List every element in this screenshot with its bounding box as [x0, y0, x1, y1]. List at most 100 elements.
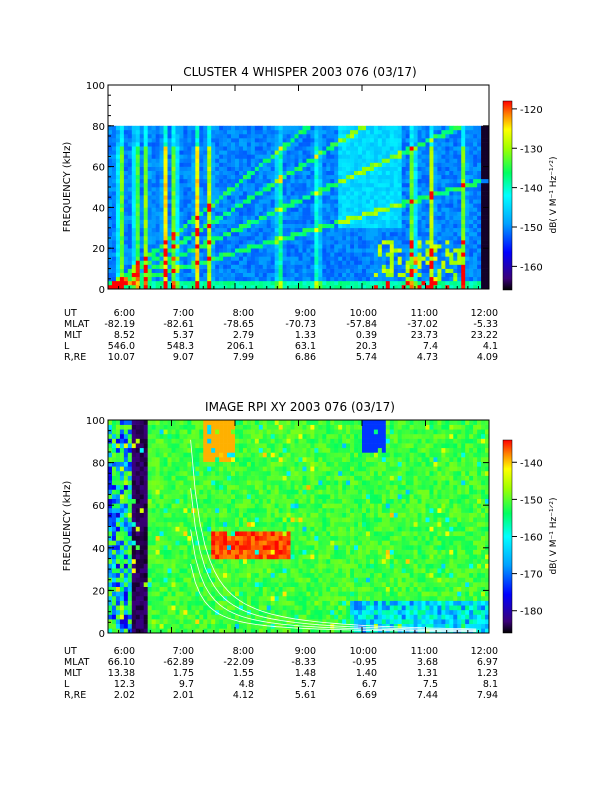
spectrogram-cell — [183, 252, 188, 257]
spectrogram-cell — [108, 162, 113, 167]
spectrogram-cell — [409, 207, 414, 212]
spectrogram-cell — [354, 235, 359, 241]
spectrogram-cell — [227, 235, 232, 241]
spectrogram-cell — [163, 158, 168, 163]
spectrogram-cell — [135, 211, 141, 216]
spectrogram-cell — [215, 219, 220, 225]
spectrogram-cell — [286, 211, 291, 216]
spectrogram-cell — [246, 207, 252, 212]
spectrogram-cell — [211, 260, 216, 265]
spectrogram-cell — [163, 264, 168, 269]
spectrogram-cell — [350, 264, 355, 269]
spectrogram-cell — [187, 512, 192, 518]
spectrogram-cell — [354, 272, 359, 278]
spectrogram-cell — [179, 591, 184, 597]
spectrogram-cell — [171, 227, 176, 233]
spectrogram-cell — [326, 174, 331, 180]
spectrogram-cell — [266, 256, 272, 261]
spectrogram-cell — [235, 158, 240, 163]
spectrogram-cell — [362, 260, 367, 265]
spectrogram-cell — [318, 264, 323, 269]
spectrogram-cell — [477, 170, 482, 176]
spectrogram-cell — [322, 178, 327, 184]
spectrogram-cell — [167, 540, 172, 546]
spectrogram-cell — [469, 203, 474, 208]
spectrogram-cell — [127, 503, 133, 509]
spectrogram-cell — [227, 125, 232, 131]
spectrogram-cell — [381, 166, 387, 171]
spectrogram-cell — [203, 223, 208, 229]
spectrogram-cell — [425, 162, 430, 167]
spectrogram-cell — [469, 211, 474, 216]
spectrogram-cell — [358, 244, 363, 249]
spectrogram-cell — [397, 133, 402, 139]
spectrogram-cell — [135, 572, 141, 578]
spectrogram-cell — [258, 129, 264, 135]
spectrogram-cell — [179, 609, 184, 615]
spectrogram-cell — [151, 174, 156, 180]
spectrogram-cell — [191, 549, 196, 555]
spectrogram-cell — [373, 215, 379, 220]
spectrogram-cell — [330, 231, 335, 237]
spectrogram-cell — [147, 609, 152, 615]
spectrogram-cell — [465, 280, 470, 286]
spectrogram-cell — [318, 248, 323, 253]
spectrogram-cell — [358, 280, 363, 286]
spectrogram-cell — [179, 187, 184, 192]
spectrogram-cell — [421, 154, 426, 159]
spectrogram-cell — [429, 284, 434, 290]
spectrogram-cell — [413, 142, 418, 147]
spectrogram-cell — [131, 521, 137, 527]
spectrogram-cell — [191, 521, 196, 527]
spectrogram-cell — [163, 227, 168, 233]
spectrogram-cell — [286, 158, 291, 163]
spectrogram-cell — [135, 170, 141, 176]
spectrogram-cell — [179, 272, 184, 278]
spectrogram-cell — [350, 191, 355, 196]
spectrogram-cell — [485, 252, 490, 257]
spectrogram-cell — [254, 125, 260, 131]
spectrogram-cell — [409, 162, 414, 167]
spectrogram-cell — [195, 207, 200, 212]
spectrogram-cell — [326, 244, 331, 249]
spectrogram-cell — [211, 187, 216, 192]
spectrogram-cell — [191, 582, 196, 587]
spectrogram-cell — [318, 235, 323, 241]
spectrogram-cell — [167, 586, 172, 592]
spectrogram-cell — [223, 207, 228, 212]
spectrogram-cell — [179, 572, 184, 578]
spectrogram-cell — [365, 227, 371, 233]
spectrogram-cell — [397, 191, 402, 196]
spectrogram-cell — [175, 174, 180, 180]
spectrogram-cell — [290, 248, 295, 253]
spectrogram-cell — [179, 264, 184, 269]
spectrogram-cell — [207, 219, 212, 225]
spectrogram-cell — [358, 146, 363, 151]
spectrogram-cell — [115, 466, 121, 472]
spectrogram-cell — [425, 154, 430, 159]
spectrogram-cell — [199, 223, 204, 229]
spectrogram-cell — [111, 461, 117, 467]
spectrogram-cell — [342, 256, 347, 261]
spectrogram-cell — [389, 133, 395, 139]
spectrogram-cell — [183, 272, 188, 278]
spectrogram-cell — [286, 252, 291, 257]
spectrogram-cell — [294, 166, 299, 171]
spectrogram-cell — [183, 535, 188, 541]
spectrogram-cell — [219, 240, 224, 245]
spectrogram-cell — [159, 545, 164, 550]
spectrogram-cell — [397, 154, 402, 159]
spectrogram-cell — [314, 244, 319, 249]
spectrogram-cell — [123, 272, 129, 278]
spectrogram-cell — [147, 457, 152, 462]
spectrogram-cell — [469, 191, 474, 196]
spectrogram-cell — [147, 503, 152, 509]
spectrogram-cell — [425, 125, 430, 131]
spectrogram-cell — [227, 272, 232, 278]
spectrogram-cell — [314, 158, 319, 163]
spectrogram-cell — [207, 146, 212, 151]
spectrogram-cell — [346, 227, 351, 233]
spectrogram-cell — [151, 521, 156, 527]
spectrogram-cell — [127, 227, 133, 233]
spectrogram-cell — [187, 623, 192, 629]
